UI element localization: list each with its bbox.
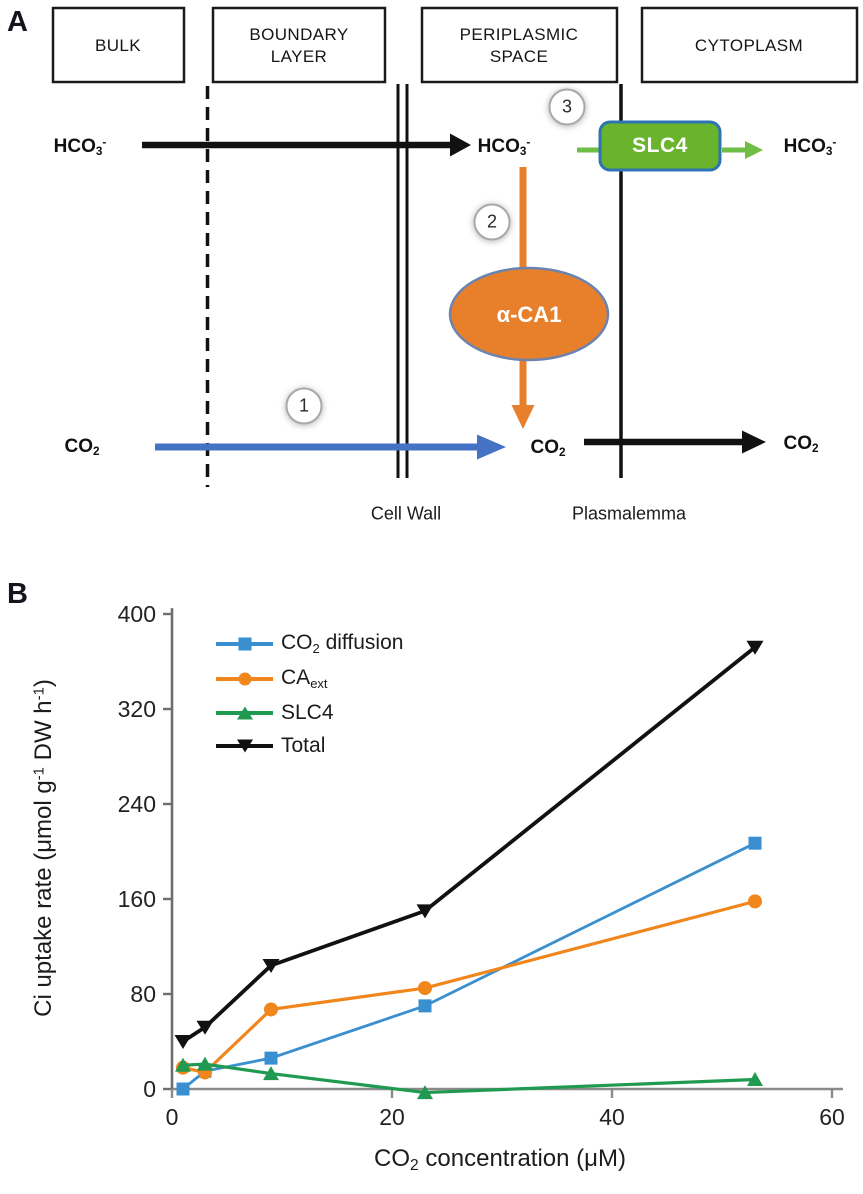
hco3-label-bulk: HCO3-	[53, 135, 107, 159]
x-tick-label: 40	[599, 1104, 625, 1130]
marker-triangle-up	[197, 1056, 213, 1071]
legend-item-co2-diffusion: CO2 diffusion	[216, 626, 403, 661]
marker-square	[418, 999, 432, 1013]
y-tick-label: 0	[143, 1076, 156, 1102]
panel-a-diagram	[51, 6, 859, 487]
y-tick-label: 400	[118, 601, 156, 627]
compartment-box-bulk	[51, 6, 186, 84]
legend-swatch-total	[216, 739, 273, 753]
legend-item-total: Total	[216, 729, 403, 762]
compartment-label-periplasmic-space: PERIPLASMIC SPACE	[459, 24, 579, 66]
legend-swatch-caext	[216, 672, 273, 686]
x-axis-title: CO2 concentration (μM)	[374, 1145, 626, 1174]
marker-circle	[748, 894, 762, 909]
panel-b-chart: 0 80 160 240 320 400 0 20 40 60	[118, 601, 845, 1130]
x-tick-label: 0	[166, 1104, 179, 1130]
step-1-number: 1	[298, 395, 309, 416]
series-line-caext	[182, 899, 756, 1075]
panel-a-label: A	[7, 6, 28, 38]
legend-item-caext: CAext	[216, 661, 403, 696]
compartment-box-boundary-layer	[211, 6, 387, 84]
step-2-badge: 2	[473, 203, 511, 241]
co2-diffusion-arrowhead	[477, 434, 506, 460]
chart-legend: CO2 diffusion CAext SLC4 Total	[216, 626, 403, 762]
compartment-label-boundary-layer: BOUNDARY LAYER	[249, 24, 349, 66]
panel-b-label: B	[7, 578, 28, 610]
marker-triangle-down	[196, 1020, 214, 1035]
circle-marker-icon	[238, 672, 251, 685]
hco3-label-cytoplasm: HCO3-	[783, 135, 837, 159]
marker-triangle-down	[416, 904, 434, 919]
co2-label-bulk: CO2	[64, 435, 100, 459]
legend-swatch-slc4	[216, 706, 273, 720]
triangle-down-marker-icon	[236, 739, 253, 752]
marker-triangle-up	[175, 1057, 191, 1072]
y-tick-label: 240	[118, 791, 156, 817]
slc4-transporter-label: SLC4	[632, 134, 688, 157]
y-tick-label: 160	[118, 886, 156, 912]
plasmalemma-label: Plasmalemma	[571, 503, 687, 524]
x-tick-label: 20	[379, 1104, 405, 1130]
compartment-box-cytoplasm	[640, 6, 859, 84]
legend-item-slc4: SLC4	[216, 696, 403, 729]
marker-triangle-down	[746, 640, 764, 655]
legend-label-caext: CAext	[281, 666, 328, 691]
hco3-label-periplasm: HCO3-	[477, 135, 531, 159]
slc4-export-arrowhead	[745, 141, 763, 159]
co2-membrane-arrowhead	[742, 430, 766, 454]
y-axis-title: Ci uptake rate (μmol g-1 DW h-1)	[30, 679, 57, 1017]
square-marker-icon	[238, 637, 251, 650]
hco3-diffusion-arrowhead	[450, 133, 471, 157]
marker-triangle-up	[747, 1072, 763, 1086]
marker-circle	[264, 1002, 278, 1017]
legend-label-co2-diffusion: CO2 diffusion	[281, 631, 404, 656]
y-tick-label: 320	[118, 696, 156, 722]
marker-triangle-up	[263, 1066, 279, 1081]
y-tick-label: 80	[130, 981, 156, 1007]
ca1-conversion-arrowhead	[511, 405, 535, 429]
step-1-badge: 1	[285, 387, 323, 425]
step-3-badge: 3	[548, 88, 586, 126]
alpha-ca1-enzyme-label: α-CA1	[496, 302, 562, 327]
legend-label-slc4: SLC4	[281, 700, 334, 724]
x-tick-label: 60	[819, 1104, 845, 1130]
marker-square	[176, 1082, 190, 1096]
cell-wall-label: Cell Wall	[370, 503, 442, 524]
triangle-up-marker-icon	[236, 706, 253, 719]
co2-label-periplasm: CO2	[530, 436, 566, 460]
legend-swatch-co2-diffusion	[216, 637, 273, 651]
co2-label-cytoplasm: CO2	[783, 432, 819, 456]
alpha-ca1-ellipse	[448, 266, 610, 362]
slc4-transporter-box	[598, 120, 722, 172]
compartment-label-bulk: BULK	[94, 35, 141, 55]
marker-circle	[418, 981, 432, 996]
marker-square	[264, 1051, 278, 1065]
step-3-number: 3	[561, 96, 572, 117]
marker-square	[748, 836, 762, 850]
marker-triangle-down	[174, 1035, 192, 1049]
compartment-label-cytoplasm: CYTOPLASM	[694, 35, 804, 55]
marker-triangle-up	[417, 1085, 433, 1100]
step-2-number: 2	[486, 211, 497, 232]
compartment-box-periplasmic-space	[420, 6, 619, 84]
marker-triangle-down	[262, 959, 280, 973]
legend-label-total: Total	[281, 733, 326, 757]
